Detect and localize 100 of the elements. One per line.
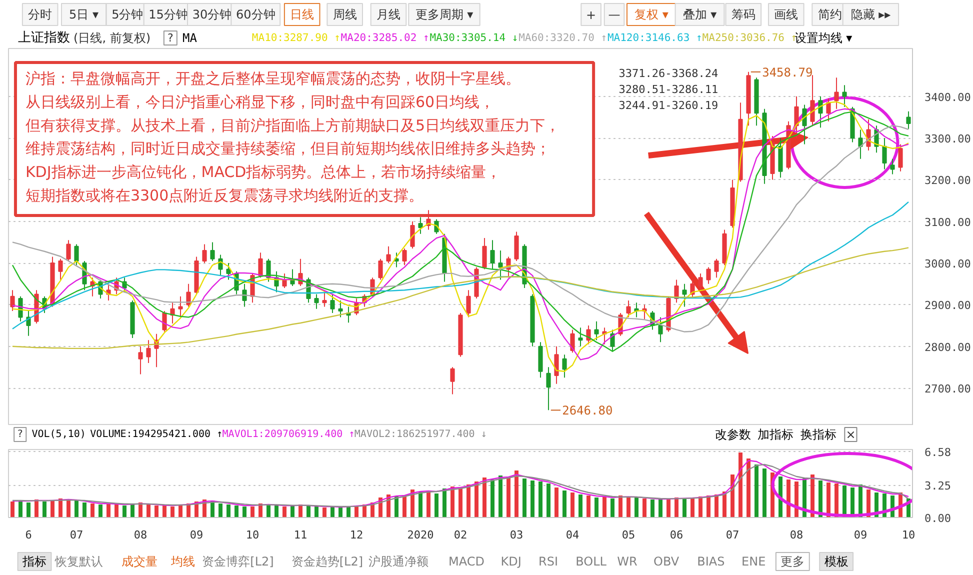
bar xyxy=(570,492,574,518)
candlestick xyxy=(242,283,247,308)
x-tick-label: 12 xyxy=(350,528,364,542)
bar xyxy=(98,504,102,518)
y-tick-label: 6.58 xyxy=(924,446,951,460)
candlestick xyxy=(578,327,583,347)
bar xyxy=(658,500,662,518)
text: 60分钟 xyxy=(236,8,276,22)
candlestick xyxy=(26,310,31,336)
bar xyxy=(50,500,54,518)
text: 换指标 xyxy=(800,428,836,442)
text: WR xyxy=(617,554,638,568)
bar xyxy=(754,464,758,518)
candlestick xyxy=(186,283,191,308)
x-tick-label: 09 xyxy=(190,528,204,542)
text: 均线 xyxy=(170,554,196,568)
text: BIAS xyxy=(697,554,725,568)
y-tick-label: 3200.00 xyxy=(924,174,971,188)
bar xyxy=(602,496,606,518)
bar xyxy=(634,498,638,518)
chart-title: VOL(5,10) xyxy=(32,429,86,440)
x-tick-label: 09 xyxy=(854,528,868,542)
text: VOLUME:194295421.000 ↑ xyxy=(90,429,223,440)
x-tick-label: 08 xyxy=(790,528,804,542)
bar xyxy=(586,496,590,518)
bar xyxy=(418,492,422,518)
bar xyxy=(26,502,30,518)
y-tick-label: 3400.00 xyxy=(924,90,971,104)
text: 改参数 xyxy=(714,428,751,442)
bar xyxy=(146,504,150,518)
candlestick xyxy=(210,242,215,262)
text: 指标 xyxy=(22,554,47,568)
bar xyxy=(522,478,526,518)
bar xyxy=(698,496,702,518)
text: — xyxy=(608,8,620,22)
text: 恢复默认 xyxy=(54,554,104,568)
bar xyxy=(738,452,742,518)
bar xyxy=(242,506,246,518)
text: 5日 ▾ xyxy=(69,8,99,22)
text: 叠加 ▾ xyxy=(682,8,717,22)
candlestick xyxy=(146,340,151,364)
candlestick xyxy=(58,258,63,280)
candlestick xyxy=(714,258,719,278)
candlestick xyxy=(562,354,567,378)
candlestick xyxy=(906,110,911,130)
text: MAVOL2:186251977.400 ↓ xyxy=(354,429,487,440)
line-series xyxy=(12,247,910,350)
bar xyxy=(226,504,230,518)
candlestick xyxy=(842,84,847,108)
bar xyxy=(114,504,118,518)
x-tick-label: 10 xyxy=(246,528,260,542)
bar xyxy=(530,480,534,518)
text: 资金趋势[L2] xyxy=(291,554,364,568)
annotation: 3458.79 xyxy=(762,65,813,80)
candlestick xyxy=(258,252,263,278)
bar xyxy=(514,470,518,518)
text: MAVOL1:209706919.400 ↑ xyxy=(222,429,355,440)
y-tick-label: 3300.00 xyxy=(924,132,971,146)
x-tick-label: 02 xyxy=(454,528,468,542)
bar xyxy=(18,500,22,518)
bar xyxy=(170,506,174,518)
text: 隐藏 ▸▸ xyxy=(850,8,891,22)
annotation: 从日线级别上看，今日沪指重心稍显下移，同时盘中有回踩60日均线， xyxy=(25,92,495,111)
y-tick-label: 2800.00 xyxy=(924,340,971,354)
text: + xyxy=(586,8,596,22)
candlestick xyxy=(162,310,167,332)
bar xyxy=(498,476,502,518)
bar xyxy=(538,482,542,518)
bar xyxy=(250,506,254,518)
candlestick xyxy=(594,320,599,341)
candlestick xyxy=(402,248,407,266)
candlestick xyxy=(810,74,815,126)
y-tick-label: 2900.00 xyxy=(924,299,971,312)
text: 复权 ▾ xyxy=(634,8,668,22)
y-tick-label: 3000.00 xyxy=(924,258,971,271)
candlestick xyxy=(418,216,423,234)
text: ? xyxy=(168,32,174,44)
candlestick xyxy=(586,325,591,345)
text: 成交量 xyxy=(122,554,158,568)
bar xyxy=(90,504,94,518)
bar xyxy=(578,494,582,518)
candlestick xyxy=(858,129,863,160)
candlestick xyxy=(818,96,823,128)
bar xyxy=(306,506,310,518)
candlestick xyxy=(178,296,183,318)
y-tick-label: 3.25 xyxy=(924,480,951,492)
bar xyxy=(234,506,238,518)
text: RSI xyxy=(538,554,558,568)
text: 沪股通净额 xyxy=(368,554,429,568)
candlestick xyxy=(330,294,335,314)
bar xyxy=(458,488,462,518)
bar xyxy=(434,494,438,518)
annotation: 沪指：早盘微幅高开，开盘之后整体呈现窄幅震荡的态势，收阴十字星线。 xyxy=(25,70,520,88)
legend-title: MA xyxy=(182,31,198,45)
bar xyxy=(218,504,222,518)
candlestick xyxy=(410,220,415,249)
candlestick xyxy=(66,240,71,262)
annotation: 3280.51-3286.11 xyxy=(618,83,718,96)
candlestick xyxy=(826,98,831,122)
x-tick-label: 07 xyxy=(726,528,740,542)
